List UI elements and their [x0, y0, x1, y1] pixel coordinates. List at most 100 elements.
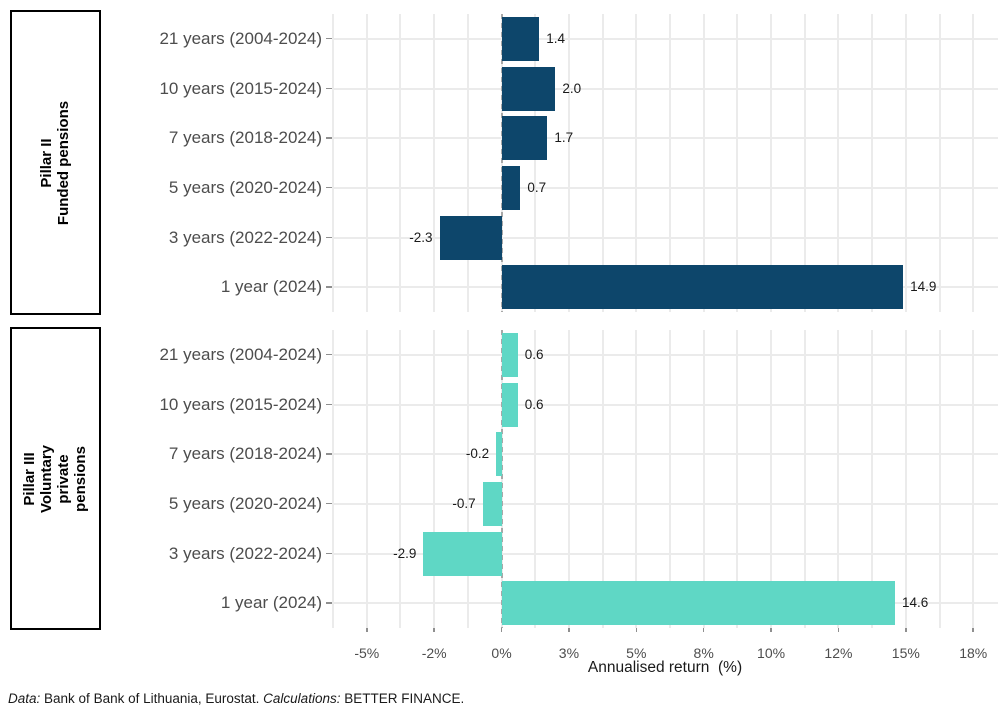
- gridline-major: [567, 14, 570, 312]
- plot-panel-2: 0.6 0.6 -0.2 -0.7 -2.9 14.6: [332, 330, 998, 628]
- category-label: 1 year (2024): [220, 593, 322, 613]
- gridline-major: [837, 14, 840, 312]
- category-label: 21 years (2004-2024): [159, 28, 322, 48]
- gridline-minor: [871, 330, 874, 628]
- gridline-minor: [332, 14, 335, 312]
- x-tick-label: 3%: [558, 645, 580, 661]
- category-label: 1 year (2024): [220, 277, 322, 297]
- bar-pillar-iii-voluntary-private-pensions-5: [423, 531, 502, 576]
- gridline-minor: [803, 330, 806, 628]
- category-label: 5 years (2020-2024): [168, 493, 322, 513]
- gridline-major: [567, 330, 570, 628]
- gridline-minor: [668, 14, 671, 312]
- facet-strip-1: Pillar II Funded pensions: [10, 10, 101, 315]
- bar-value-label: 0.6: [524, 346, 544, 362]
- y-axis-tick: [326, 236, 332, 238]
- gridline-row: [332, 353, 998, 356]
- bar-value-label: 0.6: [524, 396, 544, 412]
- x-axis-tick: [837, 628, 840, 632]
- gridline-row: [332, 403, 998, 406]
- footer-label: Data:: [8, 691, 41, 706]
- category-label: 3 years (2022-2024): [168, 543, 322, 563]
- x-tick-label: 18%: [959, 645, 988, 661]
- zero-reference-line: [500, 14, 503, 312]
- facet-strip-label: Pillar II Funded pensions: [38, 100, 73, 225]
- x-axis-tick: [500, 628, 503, 632]
- gridline-minor: [736, 14, 739, 312]
- x-axis-tick: [905, 628, 907, 632]
- y-axis-tick: [326, 87, 332, 89]
- x-tick-label: 0%: [491, 645, 512, 661]
- bar-pillar-ii-funded-pensions-3: [501, 116, 548, 161]
- x-axis-tick: [635, 628, 638, 632]
- bar-value-label: -0.7: [452, 495, 476, 511]
- x-axis-title: Annualised return (%): [587, 659, 743, 676]
- category-label: 7 years (2018-2024): [168, 128, 322, 148]
- y-axis-tick: [326, 403, 332, 405]
- bar-pillar-iii-voluntary-private-pensions-6: [501, 581, 896, 626]
- bar-value-label: -2.9: [393, 545, 417, 561]
- x-tick-label: 10%: [757, 645, 786, 661]
- gridline-row: [332, 236, 998, 239]
- y-axis-tick: [326, 286, 332, 288]
- x-axis-tick: [770, 628, 772, 632]
- y-axis-tick: [326, 602, 332, 604]
- x-tick-label: 5%: [626, 645, 647, 661]
- gridline-row: [332, 137, 998, 140]
- category-label: 10 years (2015-2024): [159, 78, 322, 98]
- bar-pillar-iii-voluntary-private-pensions-4: [482, 481, 502, 526]
- source-footer: Data: Bank of Bank of Lithuania, Eurosta…: [8, 691, 464, 706]
- bar-value-label: 2.0: [562, 80, 582, 96]
- gridline-minor: [601, 14, 604, 312]
- bar-pillar-ii-funded-pensions-6: [501, 265, 904, 310]
- gridline-minor: [736, 330, 739, 628]
- x-axis-tick: [702, 628, 705, 632]
- bar-value-label: -2.3: [409, 229, 433, 245]
- gridline-minor: [534, 330, 537, 628]
- gridline-major: [635, 14, 638, 312]
- bar-pillar-ii-funded-pensions-2: [501, 66, 556, 111]
- gridline-major: [635, 330, 638, 628]
- facet-strip-2: Pillar III Voluntary private pensions: [10, 327, 101, 630]
- gridline-minor: [399, 14, 402, 312]
- gridline-minor: [803, 14, 806, 312]
- bar-pillar-ii-funded-pensions-1: [501, 16, 540, 61]
- x-tick-label: -2%: [421, 645, 447, 661]
- gridline-major: [702, 14, 705, 312]
- gridline-row: [332, 453, 998, 456]
- footer-label: Calculations:: [263, 691, 341, 706]
- x-tick-label: -5%: [354, 645, 380, 661]
- gridline-major: [837, 330, 840, 628]
- zero-reference-line: [500, 330, 503, 628]
- gridline-major: [972, 330, 975, 628]
- category-label: 5 years (2020-2024): [168, 177, 322, 197]
- gridline-minor: [332, 330, 335, 628]
- bar-value-label: 1.4: [546, 30, 566, 46]
- gridline-minor: [466, 330, 469, 628]
- gridline-major: [433, 14, 436, 312]
- category-label: 3 years (2022-2024): [168, 227, 322, 247]
- y-axis-tick: [326, 186, 332, 189]
- bar-value-label: 1.7: [554, 130, 574, 146]
- y-axis-tick: [326, 502, 332, 505]
- x-tick-label: 12%: [824, 645, 853, 661]
- x-tick-label: 15%: [891, 645, 920, 661]
- gridline-minor: [466, 14, 469, 312]
- category-label: 7 years (2018-2024): [168, 444, 322, 464]
- gridline-minor: [399, 330, 402, 628]
- y-axis-tick: [326, 453, 332, 455]
- bar-value-label: 0.7: [527, 179, 547, 195]
- y-axis-tick: [326, 552, 332, 554]
- gridline-major: [702, 330, 705, 628]
- y-axis-tick: [326, 137, 332, 139]
- x-axis-tick: [972, 628, 974, 632]
- y-axis-tick: [326, 37, 332, 40]
- facet-strip-label: Pillar III Voluntary private pensions: [21, 444, 90, 513]
- plot-panel-1: 1.4 2.0 1.7 0.7 -2.3 14.9: [332, 14, 998, 312]
- x-axis-tick: [568, 628, 570, 632]
- gridline-major: [365, 14, 368, 312]
- gridline-row: [332, 502, 998, 505]
- gridline-major: [770, 330, 773, 628]
- footer-text: Bank of Bank of Lithuania, Eurostat.: [40, 691, 264, 706]
